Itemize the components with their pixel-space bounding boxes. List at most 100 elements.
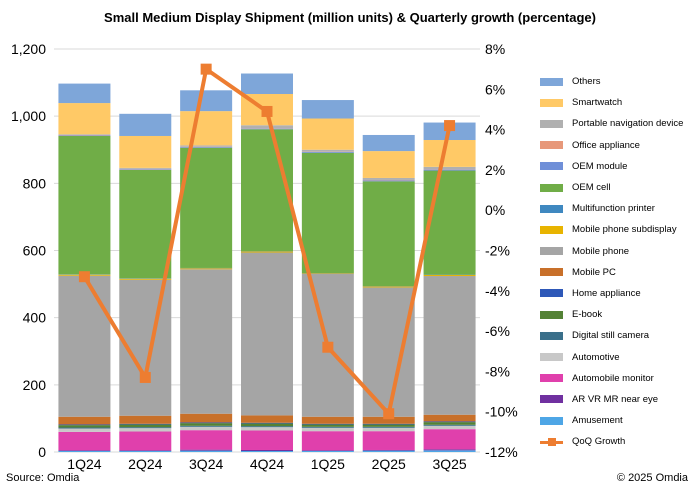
bar-segment: [180, 426, 233, 431]
bar-segment: [58, 416, 111, 425]
legend-swatch: [540, 225, 563, 234]
y-left-tick-label: 0: [38, 444, 46, 460]
bar-segment: [301, 273, 354, 275]
growth-marker: [322, 341, 334, 353]
bar-segment: [58, 83, 111, 104]
legend-label: Smartwatch: [572, 97, 623, 109]
y-right-tick-label: -2%: [485, 243, 510, 259]
growth-marker: [444, 120, 456, 132]
bar-segment: [58, 103, 111, 135]
legend-label: Mobile PC: [572, 266, 616, 278]
legend-item: QoQ Growth: [540, 431, 700, 452]
legend-label: Others: [572, 76, 601, 88]
legend-swatch: [540, 204, 563, 213]
legend-swatch: [540, 289, 563, 298]
bar-segment: [301, 431, 354, 451]
growth-marker: [261, 105, 273, 117]
y-right-tick-label: 4%: [485, 122, 505, 138]
bar-segment: [180, 422, 233, 424]
bar-segment: [301, 426, 354, 428]
bar-segment: [119, 450, 172, 452]
bar-segment: [241, 251, 293, 253]
y-right-tick-label: 2%: [485, 162, 505, 178]
legend-swatch: [540, 98, 563, 107]
bar-segment: [362, 426, 415, 428]
legend-label: Portable navigation device: [572, 118, 684, 130]
bar-segment: [423, 276, 476, 415]
legend-item: Smartwatch: [540, 92, 700, 113]
bar-segment: [58, 275, 111, 417]
bar-segment: [423, 414, 476, 422]
chart-title: Small Medium Display Shipment (million u…: [104, 10, 596, 25]
legend-swatch: [540, 77, 563, 86]
bar-segment: [180, 450, 233, 452]
bar-segment: [301, 151, 354, 153]
bar-segment: [241, 73, 293, 95]
bar-segment: [58, 135, 111, 136]
y-left-tick-label: 400: [23, 310, 47, 326]
bar-segment: [119, 167, 172, 169]
bar-segment: [58, 424, 111, 426]
bar-segment: [119, 169, 172, 170]
legend-item: AR VR MR near eye: [540, 389, 700, 410]
legend-item: Automotive: [540, 346, 700, 367]
bar-segment: [241, 427, 293, 431]
bar-segment: [362, 416, 415, 424]
bar-segment: [119, 169, 172, 279]
bar-segment: [180, 430, 233, 450]
legend-item: Office appliance: [540, 135, 700, 156]
bar-segment: [180, 269, 233, 414]
legend-item: E-book: [540, 304, 700, 325]
y-right-tick-label: 8%: [485, 41, 505, 57]
growth-marker: [383, 408, 395, 420]
bar-segment: [241, 129, 293, 252]
growth-marker: [139, 371, 151, 383]
y-right-tick-label: 0%: [485, 202, 505, 218]
legend-swatch: [540, 119, 563, 128]
legend-item: Portable navigation device: [540, 113, 700, 134]
legend-label: QoQ Growth: [572, 436, 626, 448]
legend-label: Automobile monitor: [572, 372, 654, 384]
bar-segment: [423, 429, 476, 450]
legend-item: OEM module: [540, 156, 700, 177]
bar-segment: [301, 450, 354, 451]
y-left-tick-label: 1,000: [11, 108, 46, 124]
x-tick-label: 4Q24: [250, 456, 284, 472]
growth-marker: [200, 63, 212, 75]
bar-segment: [58, 431, 111, 451]
y-right-tick-label: 6%: [485, 81, 505, 97]
legend-swatch: [540, 353, 563, 362]
bar-segment: [301, 152, 354, 274]
bar-segment: [301, 450, 354, 452]
bar-segment: [423, 425, 476, 430]
bar-segment: [58, 135, 111, 275]
bar-segment: [301, 427, 354, 432]
y-left-tick-label: 600: [23, 243, 47, 259]
bar-segment: [180, 268, 233, 270]
bar-segment: [180, 413, 233, 423]
bar-segment: [423, 450, 476, 452]
bar-segment: [301, 118, 354, 150]
bar-segment: [119, 423, 172, 425]
bar-segment: [58, 450, 111, 452]
legend-label: Digital still camera: [572, 330, 650, 342]
bar-segment: [362, 180, 415, 182]
legend-swatch: [540, 162, 563, 171]
x-tick-label: 1Q25: [311, 456, 345, 472]
bar-segment: [241, 423, 293, 427]
bar-segment: [58, 450, 111, 451]
bar-segment: [423, 169, 476, 171]
y-left-tick-label: 800: [23, 175, 47, 191]
bar-segment: [241, 426, 293, 428]
legend-label: OEM cell: [572, 182, 611, 194]
legend-label: OEM module: [572, 160, 628, 172]
bar-segment: [423, 140, 476, 167]
bar-segment: [362, 424, 415, 427]
legend-item: Multifunction printer: [540, 198, 700, 219]
x-tick-label: 1Q24: [67, 456, 101, 472]
y-left-tick-label: 1,200: [11, 41, 46, 57]
bar-segment: [119, 427, 172, 429]
bar-segment: [423, 275, 476, 277]
legend-label: E-book: [572, 309, 603, 321]
bar-segment: [423, 424, 476, 426]
